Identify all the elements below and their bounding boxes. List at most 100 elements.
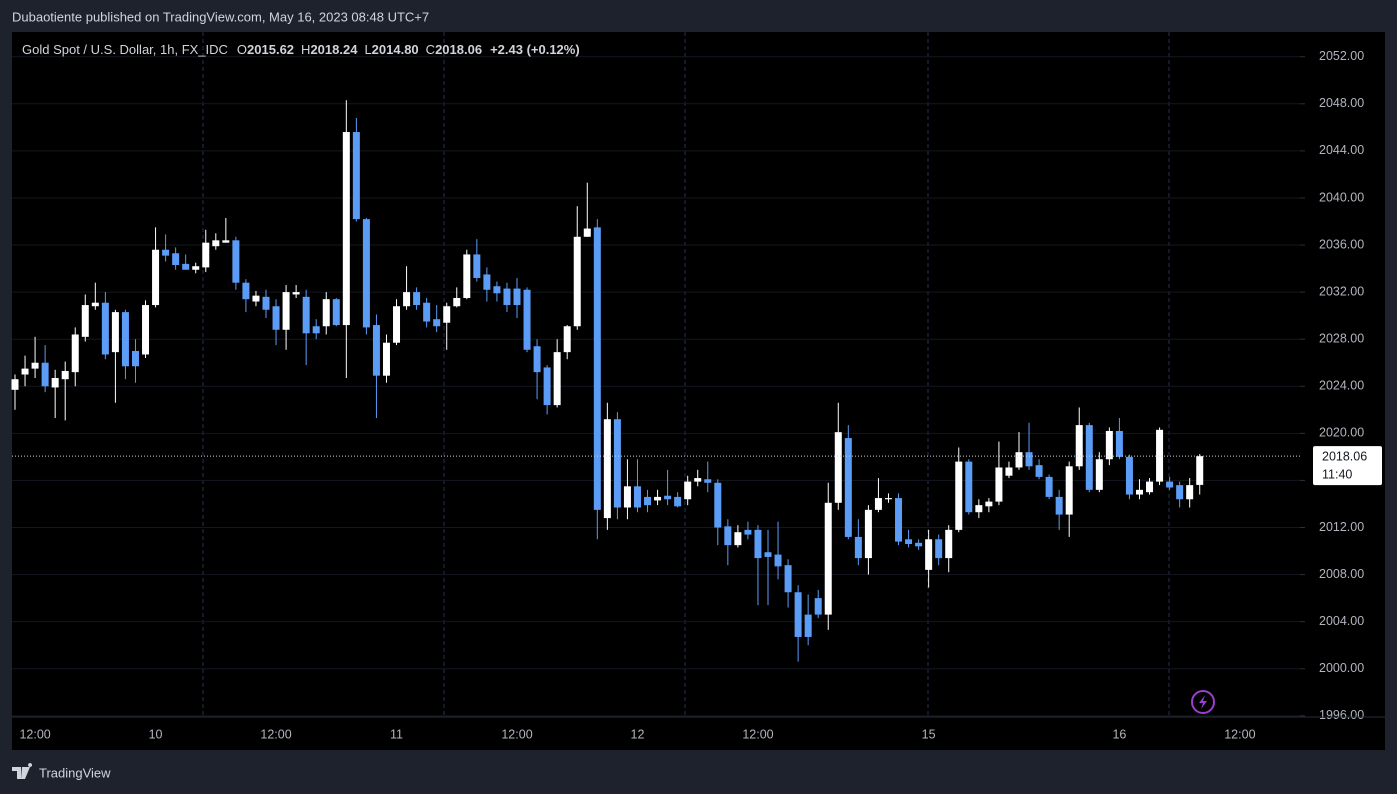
bar-countdown: 11:40 [1322, 467, 1352, 481]
alert-bolt [1199, 695, 1207, 709]
candle-body [905, 539, 913, 544]
candle-body [1075, 425, 1083, 467]
candle-body [202, 242, 210, 268]
candle-body [714, 482, 722, 528]
candle-body [654, 496, 662, 501]
candle-body [965, 461, 973, 513]
candle-body [955, 461, 963, 530]
candle-body [131, 350, 139, 367]
price-axis: 1996.002000.002004.002008.002012.002016.… [1300, 49, 1364, 722]
y-tick-label: 2008.00 [1319, 567, 1364, 581]
candle-body [473, 254, 481, 278]
candle-body [1055, 496, 1063, 515]
candle-body [874, 498, 882, 510]
candle-body [182, 263, 190, 270]
candle-body [423, 302, 431, 322]
candle-body [152, 249, 160, 306]
candle-body [172, 253, 180, 266]
chart-panel [12, 32, 1385, 750]
candle-body [1025, 452, 1033, 467]
brand-logo [12, 763, 33, 779]
candle-body [694, 478, 702, 482]
candle-body [664, 495, 672, 500]
candle-body [935, 539, 943, 559]
alert-circle [1191, 690, 1215, 714]
candle-body [1115, 430, 1123, 457]
y-tick-label: 2048.00 [1319, 96, 1364, 110]
brand-name: TradingView [39, 765, 111, 780]
candle-body [854, 536, 862, 559]
candle-body [51, 378, 59, 388]
candle-body [804, 614, 812, 637]
candle-body [282, 292, 290, 330]
candle-body [1095, 459, 1103, 490]
y-tick-label: 1996.00 [1319, 708, 1364, 722]
candle-body [523, 289, 531, 350]
candle-body [975, 505, 983, 513]
candle-body [101, 302, 109, 355]
candle-body [413, 292, 421, 306]
candle-body [262, 296, 270, 310]
candle-body [41, 362, 49, 387]
candle-body [71, 334, 79, 373]
candle-body [1105, 430, 1113, 460]
alert-icon[interactable] [1191, 690, 1215, 714]
candle-body [633, 486, 641, 508]
ohlc-value: 2015.62 [247, 42, 294, 57]
candle-body [915, 542, 923, 547]
candle-body [623, 486, 631, 508]
candle-body [91, 302, 99, 307]
candle-body [1186, 485, 1194, 500]
candle-body [142, 305, 150, 355]
candle-body [1166, 481, 1174, 488]
candle-body [162, 249, 170, 256]
candle-body [593, 227, 601, 510]
candle-body [573, 236, 581, 327]
x-tick-label: 16 [1112, 727, 1126, 741]
candle-body [393, 306, 401, 343]
ohlc-value: 2014.80 [372, 42, 419, 57]
candle-body [483, 274, 491, 290]
candle-body [1176, 485, 1184, 500]
candle-body [563, 326, 571, 353]
candle-body [613, 419, 621, 508]
candle-body [764, 552, 772, 557]
y-tick-label: 2032.00 [1319, 284, 1364, 298]
candle-body [814, 598, 822, 615]
candle-body [533, 346, 541, 373]
candle-body [352, 132, 360, 220]
candle-body [794, 592, 802, 637]
candle-body [332, 299, 340, 326]
candle-body [513, 288, 521, 306]
last-price-label: 2018.06 [1322, 449, 1367, 463]
ohlc-key: L [364, 42, 371, 57]
x-tick-label: 12:00 [742, 727, 773, 741]
brand: TradingView [12, 763, 111, 780]
y-tick-label: 2036.00 [1319, 237, 1364, 251]
candle-body [1045, 476, 1053, 497]
candle-body [342, 132, 350, 326]
candle-body [1156, 429, 1164, 482]
y-tick-label: 2044.00 [1319, 143, 1364, 157]
candle-body [453, 297, 461, 307]
x-tick-label: 12:00 [501, 727, 532, 741]
candle-body [744, 529, 752, 535]
candle-body [31, 362, 39, 369]
price-change: +2.43 (+0.12%) [490, 42, 580, 57]
y-tick-label: 2020.00 [1319, 426, 1364, 440]
y-tick-label: 2028.00 [1319, 331, 1364, 345]
candle-body [754, 529, 762, 559]
candle-body [463, 254, 471, 298]
y-tick-label: 2040.00 [1319, 190, 1364, 204]
candle-body [684, 481, 692, 500]
candle-body [603, 419, 611, 519]
candle-body [1135, 489, 1143, 495]
candle-body [322, 299, 330, 327]
y-tick-label: 2000.00 [1319, 661, 1364, 675]
candle-body [212, 240, 220, 247]
candle-body [1196, 456, 1204, 485]
ohlc-value: 2018.24 [310, 42, 358, 57]
x-tick-label: 10 [149, 727, 163, 741]
candle-body [382, 342, 390, 376]
